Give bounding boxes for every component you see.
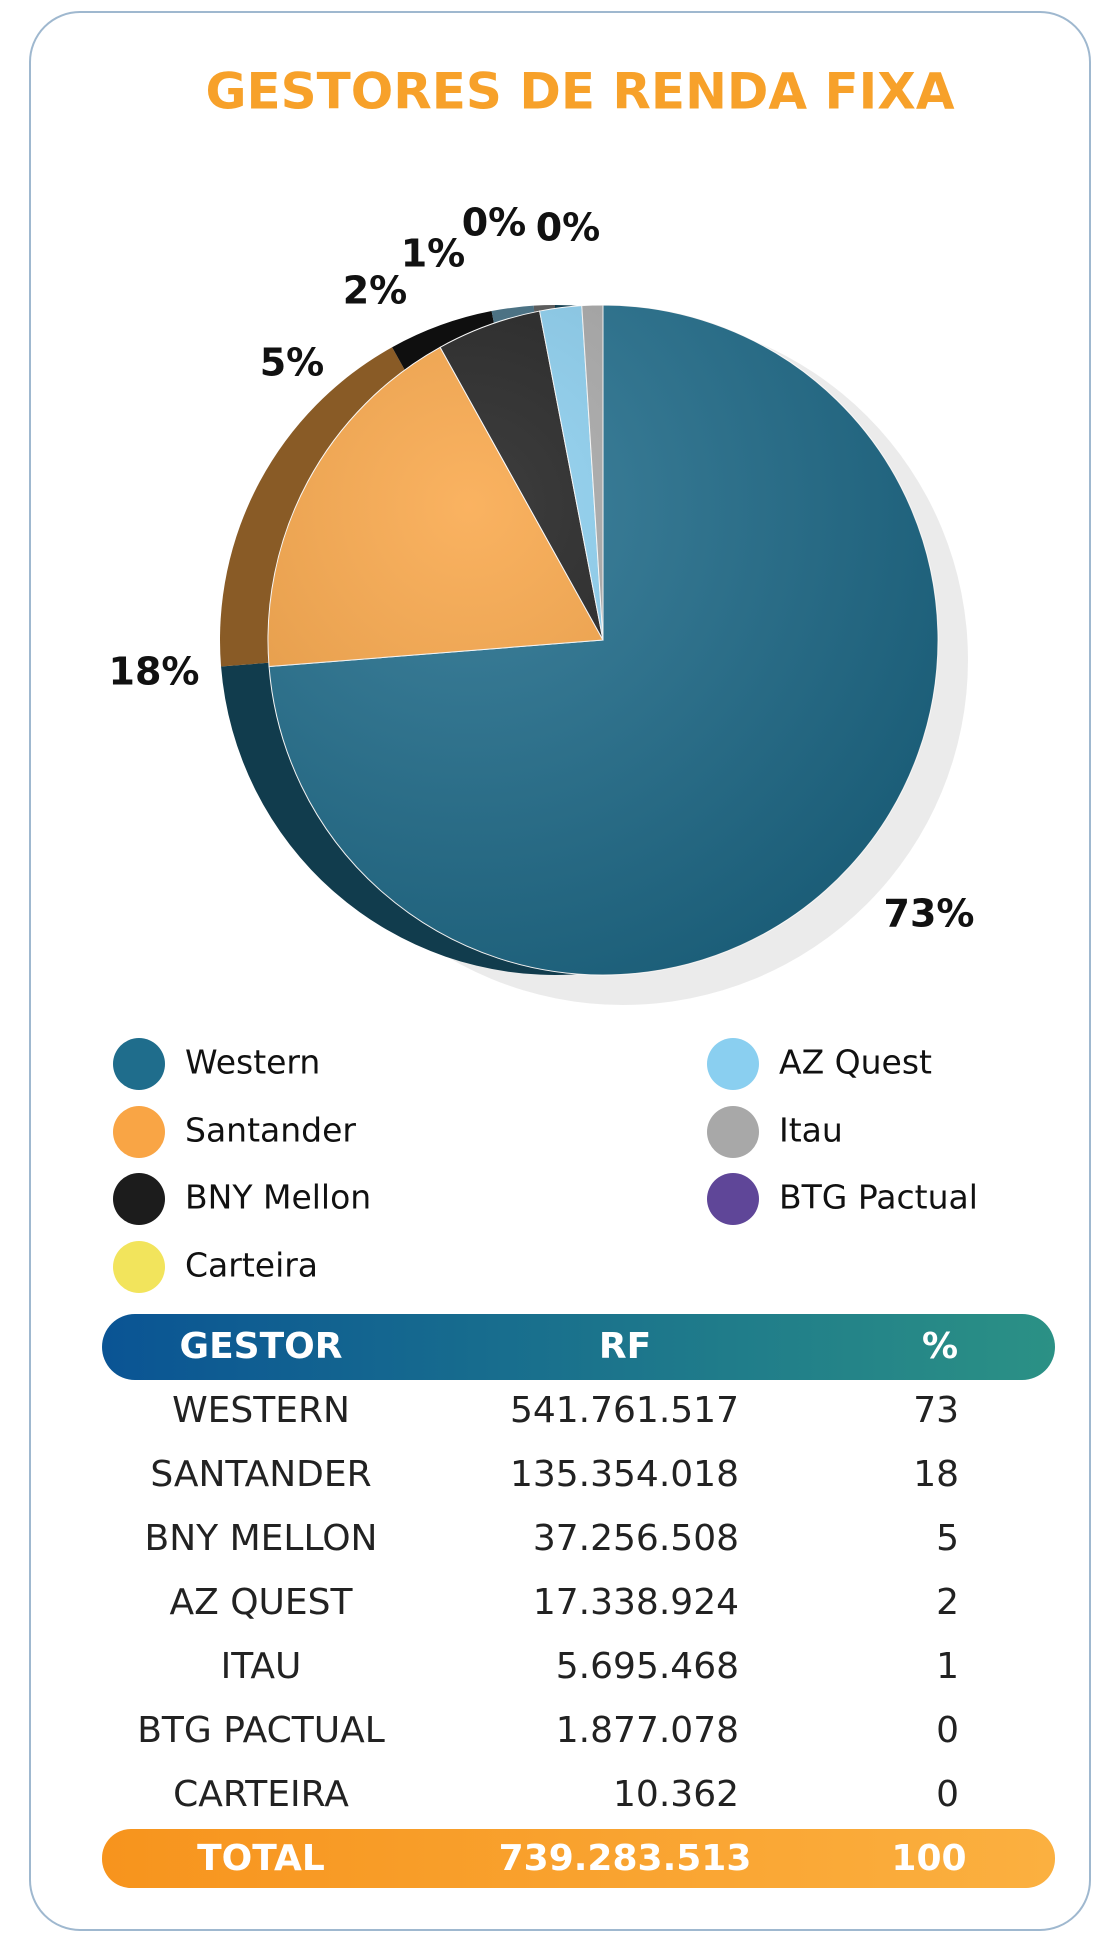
legend-label: BNY Mellon	[185, 1178, 371, 1217]
table-cell: AZ QUEST	[169, 1582, 353, 1623]
legend-label: Itau	[779, 1111, 843, 1150]
table-header: %	[922, 1326, 958, 1367]
legend-swatch	[113, 1173, 165, 1225]
data-label: 0%	[462, 201, 527, 245]
table-cell: 0	[936, 1710, 959, 1751]
table-cell: BNY MELLON	[145, 1518, 378, 1559]
data-label: 2%	[343, 269, 408, 313]
legend-swatch	[707, 1173, 759, 1225]
table-cell: CARTEIRA	[173, 1774, 349, 1815]
table-total: 100	[891, 1838, 966, 1879]
legend-swatch	[113, 1038, 165, 1090]
data-label: 0%	[536, 206, 601, 250]
legend-label: Carteira	[185, 1246, 318, 1285]
table-cell: ITAU	[221, 1646, 302, 1687]
legend-label: AZ Quest	[779, 1043, 932, 1082]
chart-title: GESTORES DE RENDA FIXA	[205, 63, 954, 121]
table-total-bar	[102, 1829, 1055, 1888]
table-cell: 5	[936, 1518, 959, 1559]
table-cell: 1	[936, 1646, 959, 1687]
table-cell: 541.761.517	[510, 1390, 739, 1431]
legend-swatch	[113, 1241, 165, 1293]
pie-shading	[268, 305, 938, 975]
table-cell: 135.354.018	[510, 1454, 739, 1495]
data-label: 1%	[401, 232, 466, 276]
table-cell: BTG PACTUAL	[137, 1710, 385, 1751]
table-total: 739.283.513	[499, 1838, 752, 1879]
table-cell: 2	[936, 1582, 959, 1623]
table-total: TOTAL	[197, 1838, 325, 1879]
table-cell: 37.256.508	[533, 1518, 739, 1559]
legend-swatch	[707, 1106, 759, 1158]
data-label: 73%	[884, 892, 975, 936]
legend-label: BTG Pactual	[779, 1178, 978, 1217]
table-cell: 10.362	[613, 1774, 739, 1815]
table-cell: 1.877.078	[556, 1710, 739, 1751]
data-label: 18%	[109, 650, 200, 694]
data-label: 5%	[260, 341, 325, 385]
table-cell: WESTERN	[172, 1390, 350, 1431]
table-header-bar	[102, 1314, 1055, 1380]
legend-swatch	[707, 1038, 759, 1090]
table-cell: 5.695.468	[556, 1646, 739, 1687]
table-cell: 0	[936, 1774, 959, 1815]
legend-swatch	[113, 1106, 165, 1158]
legend-label: Western	[185, 1043, 320, 1082]
table-cell: SANTANDER	[150, 1454, 371, 1495]
table-header: GESTOR	[180, 1326, 343, 1367]
table-header: RF	[599, 1326, 651, 1367]
pie: 73%18%5%2%1%0% 0%	[109, 201, 975, 1005]
table-cell: 18	[913, 1454, 959, 1495]
table-cell: 17.338.924	[533, 1582, 739, 1623]
table-cell: 73	[913, 1390, 959, 1431]
legend-label: Santander	[185, 1111, 356, 1150]
legend: Western Santander BNY Mellon AZ Quest Itau BT…	[113, 1038, 978, 1293]
